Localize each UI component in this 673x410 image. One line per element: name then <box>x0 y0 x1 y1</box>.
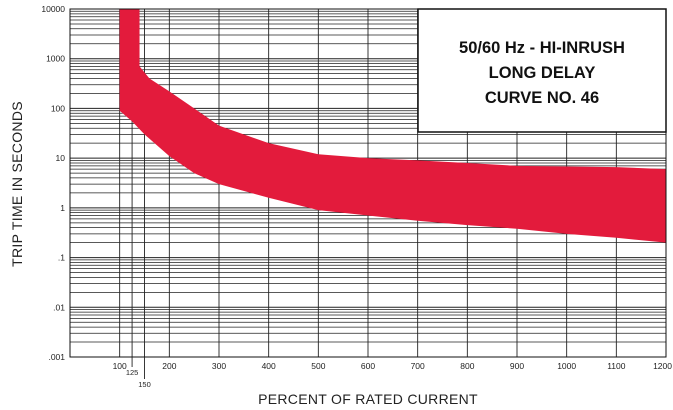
x-tick-label: 300 <box>212 361 226 371</box>
x-tick-labels: 100 200 300 400 500 600 700 800 900 1000 1100 12001… <box>113 357 673 389</box>
title-box: 50/60 Hz - HI-INRUSH LONG DELAY CURVE NO… <box>418 9 666 132</box>
x-tick-label: 400 <box>262 361 276 371</box>
x-tick-label: 1100 <box>607 361 626 371</box>
x-tick-label: 900 <box>510 361 524 371</box>
title-line-3: CURVE NO. 46 <box>485 89 599 107</box>
y-tick-label: .1 <box>58 253 65 263</box>
y-tick-labels: 10000 1000 100 10 1 .1 .01 .001 <box>41 4 65 362</box>
y-tick-label: .01 <box>53 302 65 312</box>
x-tick-label-minor: 150 <box>138 380 151 389</box>
x-tick-label: 200 <box>162 361 176 371</box>
y-tick-label: 10000 <box>41 4 65 14</box>
x-tick-label: 800 <box>460 361 474 371</box>
title-line-2: LONG DELAY <box>489 64 596 82</box>
x-tick-label: 1200 <box>653 361 672 371</box>
x-tick-label: 600 <box>361 361 375 371</box>
x-axis-title: PERCENT OF RATED CURRENT <box>258 391 478 407</box>
y-axis-title: TRIP TIME IN SECONDS <box>9 101 25 267</box>
title-line-1: 50/60 Hz - HI-INRUSH <box>459 39 625 57</box>
y-tick-label: 10 <box>56 153 66 163</box>
x-tick-label: 500 <box>311 361 325 371</box>
y-tick-label: 100 <box>51 103 65 113</box>
x-tick-label: 1000 <box>557 361 576 371</box>
y-tick-label: .001 <box>48 352 65 362</box>
x-tick-label: 700 <box>411 361 425 371</box>
y-tick-label: 1 <box>60 203 65 213</box>
y-tick-label: 1000 <box>46 54 65 64</box>
x-tick-label-minor: 125 <box>126 368 139 377</box>
